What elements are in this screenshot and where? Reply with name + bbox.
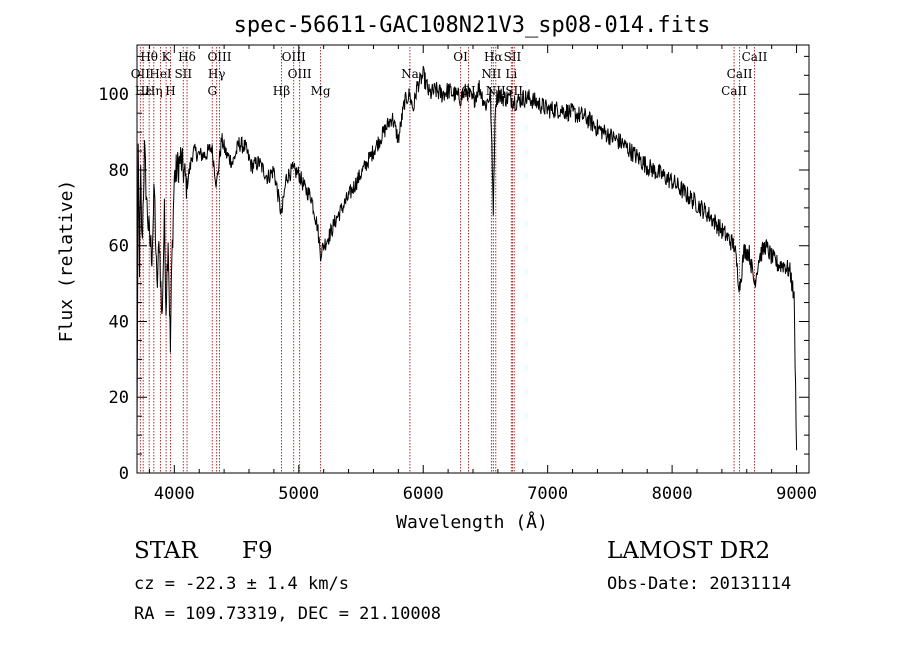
line-marker-label: CaII [721,84,747,98]
y-tick-label: 60 [109,237,129,257]
line-marker-label: OIII [207,50,231,64]
line-marker-label: HeI [149,67,172,81]
coordinates: RA = 109.73319, DEC = 21.10008 [134,604,442,624]
line-marker-label: Hα [484,50,503,64]
line-marker-label: H [165,84,175,98]
x-tick-label: 8000 [652,484,693,504]
object-subclass: F9 [242,538,273,564]
plot-frame [136,44,810,474]
y-axis-ticks: 0 20 40 60 80 100 [98,55,809,484]
spectrum-line [136,65,798,451]
x-tick-label: 9000 [776,484,817,504]
object-class: STAR [134,538,198,564]
line-marker-label: SII [504,50,522,64]
redshift-value: cz = -22.3 ± 1.4 km/s [134,574,349,594]
y-tick-label: 20 [109,388,129,408]
line-marker-label: G [207,84,217,98]
y-tick-label: 0 [119,464,129,484]
x-tick-label: 5000 [278,484,319,504]
x-tick-label: 6000 [403,484,444,504]
line-marker-label: OIII [288,67,312,81]
line-marker-label: Na [401,67,419,81]
x-axis-label: Wavelength (Å) [396,511,548,533]
y-tick-label: 40 [109,312,129,332]
line-marker-label: OIII [282,50,306,64]
observation-date: Obs-Date: 20131114 [607,574,792,594]
line-marker-label: Mg [311,84,331,98]
line-marker-label: Hδ [178,50,196,64]
y-tick-label: 80 [109,161,129,181]
line-marker-label: Hγ [208,67,226,81]
line-marker-label: Hη [145,84,163,98]
spectral-line-markers [139,47,755,473]
line-marker-label: OI [453,50,468,64]
line-marker-label: CaII [727,67,753,81]
x-tick-label: 4000 [154,484,195,504]
y-axis-label: Flux (relative) [56,180,77,343]
line-marker-label: Hθ [140,50,158,64]
line-marker-label: CaII [742,50,768,64]
line-marker-label: K [162,50,172,64]
line-marker-label: Hβ [273,84,290,98]
line-marker-label: NII [481,67,501,81]
line-marker-label: OII [131,67,151,81]
line-marker-label: Li [505,67,517,81]
y-tick-label: 100 [98,85,129,105]
x-axis-ticks: 4000 5000 6000 7000 8000 9000 [148,45,817,504]
chart-title: spec-56611-GAC108N21V3_sp08-014.fits [234,13,711,38]
x-tick-label: 7000 [527,484,568,504]
survey-name: LAMOST DR2 [607,538,771,564]
line-marker-label: SII [174,67,192,81]
